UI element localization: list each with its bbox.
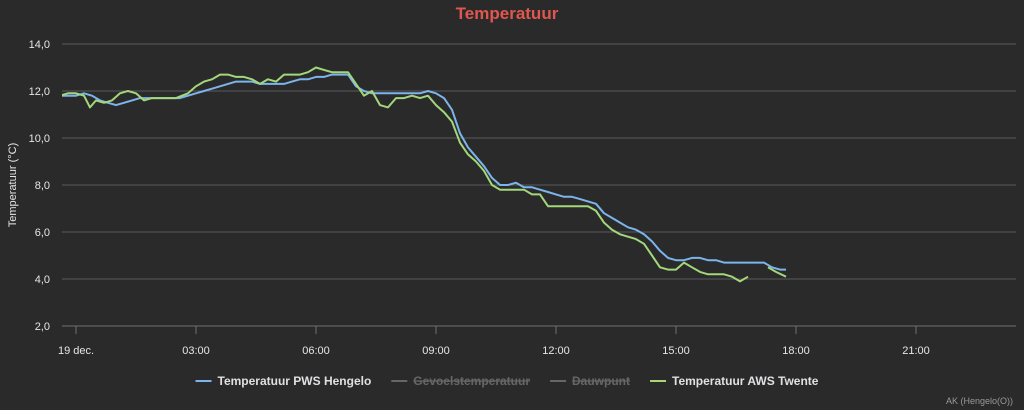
y-axis-ticks: 2,0 4,0 6,0 8,0 10,0 12,0 14,0 (29, 39, 50, 333)
y-tick-label: 6,0 (35, 227, 50, 239)
y-tick-label: 4,0 (35, 274, 50, 286)
legend-item[interactable]: Temperatuur AWS Twente (650, 374, 819, 388)
legend-item[interactable]: Temperatuur PWS Hengelo (195, 374, 372, 388)
legend-label[interactable]: Temperatuur AWS Twente (672, 374, 819, 388)
x-tick-label: 15:00 (662, 345, 690, 357)
legend-label[interactable]: Temperatuur PWS Hengelo (218, 374, 372, 388)
x-tick-label: 12:00 (542, 345, 570, 357)
y-tick-label: 10,0 (29, 133, 50, 145)
x-tick-label: 18:00 (782, 345, 810, 357)
y-axis-title: Temperatuur (°C) (7, 143, 19, 227)
series-layer (38, 66, 787, 283)
y-tick-label: 2,0 (35, 321, 50, 333)
series-line[interactable] (38, 66, 787, 283)
y-tick-label: 14,0 (29, 39, 50, 51)
legend-item[interactable]: Dauwpunt (550, 374, 631, 388)
credit-text[interactable]: AK (Hengelo(O)) (946, 396, 1013, 406)
x-tick-label: 09:00 (422, 345, 450, 357)
x-tick-label: 03:00 (182, 345, 210, 357)
legend-item[interactable]: Gevoelstemperatuur (391, 374, 530, 388)
x-tick-label: 19 dec. (58, 345, 94, 357)
chart-title: Temperatuur (456, 4, 559, 23)
legend: Temperatuur PWS Hengelo Gevoelstemperatuu… (195, 374, 819, 388)
x-axis-ticks: 19 dec. 03:00 06:00 09:00 12:00 15:00 18:00 21:… (58, 326, 930, 357)
x-tick-label: 06:00 (302, 345, 330, 357)
grid-lines (62, 43, 1016, 327)
y-tick-label: 12,0 (29, 86, 50, 98)
y-tick-label: 8,0 (35, 180, 50, 192)
x-tick-label: 21:00 (902, 345, 930, 357)
